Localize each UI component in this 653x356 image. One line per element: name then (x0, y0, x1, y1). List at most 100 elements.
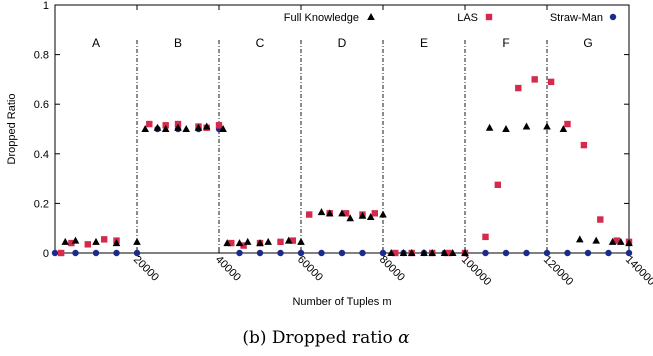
data-point-triangle-40 (576, 235, 584, 243)
data-point-square-33 (597, 216, 604, 223)
data-point-square-30 (547, 78, 555, 86)
data-point-square-21 (392, 249, 399, 257)
region-label-c: C (256, 36, 265, 50)
data-point-circle-1 (72, 249, 79, 257)
data-point-triangle-2 (92, 237, 100, 245)
data-point-triangle-43 (617, 237, 625, 245)
data-point-square-0 (57, 249, 65, 257)
data-point-triangle-15 (243, 237, 252, 245)
data-point-triangle-13 (223, 239, 231, 247)
data-point-triangle-36 (502, 125, 510, 132)
x-tick-label-0: 20000 (131, 254, 161, 284)
data-point-square-31 (564, 120, 571, 128)
data-point-square-3 (101, 236, 108, 243)
data-point-square-1 (68, 239, 75, 247)
data-point-circle-25 (564, 249, 571, 257)
x-tick-label-1: 40000 (213, 254, 243, 284)
data-point-triangle-16 (256, 239, 264, 247)
region-label-g: G (583, 36, 592, 50)
x-tick-label-4: 100000 (459, 254, 493, 288)
y-tick-label-0: 0 (43, 248, 49, 260)
data-point-triangle-26 (379, 210, 387, 218)
legend: Full Knowledge LAS Straw-Man (284, 12, 617, 24)
data-point-triangle-6 (153, 123, 162, 131)
legend-marker-0 (367, 13, 375, 20)
region-label-f: F (502, 36, 509, 50)
region-labels: A B C D E F G (92, 36, 593, 50)
figure-caption: (b) Dropped ratio α (242, 328, 410, 348)
data-point-triangle-38 (543, 122, 551, 130)
data-point-square-20 (371, 210, 378, 217)
y-tick-label-1: 0.2 (34, 198, 49, 210)
data-point-triangle-5 (141, 125, 149, 132)
x-tick-label-6: 140000 (623, 254, 653, 288)
x-tick-label-2: 60000 (295, 254, 325, 284)
data-point-circle-0 (51, 249, 59, 257)
x-tick-label-5: 120000 (541, 254, 575, 288)
data-point-triangle-22 (338, 209, 346, 217)
data-point-triangle-28 (399, 249, 408, 256)
caption-symbol: α (398, 328, 410, 348)
data-point-circle-14 (338, 249, 346, 257)
x-tick-label-3: 80000 (377, 254, 407, 284)
data-point-triangle-21 (325, 209, 334, 217)
data-point-triangle-8 (174, 123, 182, 131)
series-full-knowledge (61, 122, 633, 256)
data-point-triangle-29 (407, 249, 416, 256)
data-point-triangle-23 (346, 214, 354, 222)
data-point-triangle-18 (284, 236, 293, 244)
legend-marker-2 (609, 13, 617, 21)
data-point-square-10 (215, 122, 223, 129)
y-tick-label-4: 0.8 (34, 50, 49, 62)
legend-label-2: Straw-Man (550, 12, 603, 24)
data-point-circle-2 (92, 249, 100, 257)
data-point-square-5 (146, 120, 153, 128)
region-boundaries (136, 40, 548, 253)
data-point-triangle-44 (625, 239, 633, 247)
data-point-circle-28 (625, 249, 633, 257)
data-point-triangle-34 (461, 249, 469, 256)
data-point-square-27 (494, 181, 501, 188)
region-label-e: E (420, 36, 428, 50)
data-point-circle-3 (113, 249, 120, 257)
data-point-triangle-30 (420, 249, 428, 256)
data-point-circle-22 (502, 249, 510, 257)
data-point-circle-16 (379, 249, 387, 257)
data-point-circle-10 (256, 249, 264, 257)
y-tick-label-2: 0.4 (34, 149, 49, 161)
data-point-triangle-11 (202, 122, 211, 130)
data-point-triangle-12 (219, 125, 227, 132)
data-point-circle-12 (297, 249, 305, 257)
data-point-triangle-19 (297, 237, 305, 245)
data-point-triangle-24 (358, 211, 367, 219)
region-label-a: A (92, 36, 100, 50)
x-axis: 20000 40000 60000 80000 100000 120000 140000 (131, 5, 653, 288)
data-point-triangle-9 (182, 125, 190, 132)
data-point-circle-15 (359, 249, 366, 257)
data-point-triangle-17 (264, 237, 272, 245)
data-point-circle-9 (236, 249, 243, 257)
data-point-square-14 (277, 238, 284, 246)
data-point-triangle-42 (608, 237, 617, 245)
data-point-square-16 (306, 211, 313, 218)
data-point-circle-21 (482, 249, 489, 257)
y-tick-label-3: 0.6 (34, 99, 49, 111)
data-point-triangle-25 (366, 213, 375, 221)
data-point-circle-4 (133, 249, 141, 257)
data-point-square-29 (531, 76, 538, 83)
data-point-triangle-10 (194, 123, 203, 131)
series-las (57, 76, 633, 257)
data-point-square-34 (613, 237, 620, 244)
data-point-square-12 (240, 242, 247, 249)
x-axis-label: Number of Tuples m (292, 296, 391, 308)
data-point-triangle-4 (133, 237, 141, 245)
data-point-square-18 (342, 210, 350, 217)
data-point-square-32 (580, 141, 588, 149)
legend-label-1: LAS (457, 12, 478, 24)
series-group (51, 76, 633, 257)
data-point-circle-24 (543, 249, 551, 257)
data-point-triangle-14 (235, 239, 244, 247)
series-straw-man (51, 125, 633, 257)
data-point-triangle-20 (317, 208, 326, 216)
